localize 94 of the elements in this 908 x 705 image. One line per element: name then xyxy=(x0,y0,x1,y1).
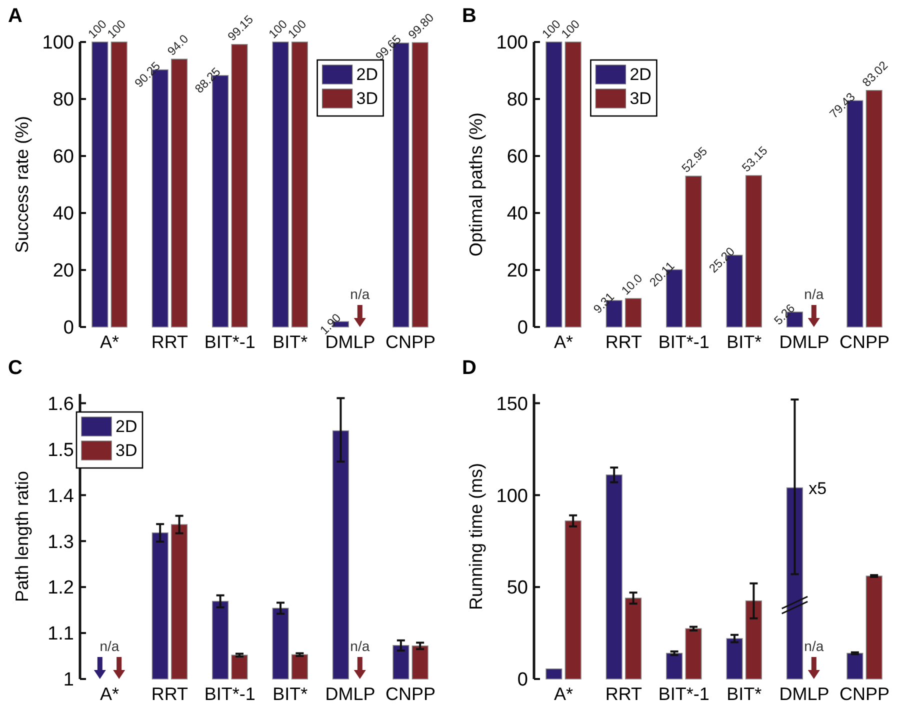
y-tick-label: 60 xyxy=(506,146,528,168)
legend-label: 3D xyxy=(356,89,378,108)
y-tick-label: 1.3 xyxy=(48,532,74,553)
x-tick-label: CNPP xyxy=(385,332,436,352)
y-tick-label: 1 xyxy=(63,670,74,691)
data-label: 5.26 xyxy=(771,301,798,328)
bar xyxy=(685,628,702,680)
bar xyxy=(171,58,188,328)
y-tick-label: 40 xyxy=(506,204,528,225)
y-tick-label: 20 xyxy=(506,260,528,282)
data-label: 9.31 xyxy=(590,289,618,316)
bar xyxy=(564,42,582,328)
y-tick-label: 50 xyxy=(506,578,528,599)
y-axis-title: Path length ratio xyxy=(12,470,32,602)
legend-label: 3D xyxy=(116,441,138,460)
y-tick-label: 0 xyxy=(517,318,528,339)
x-tick-label: BIT* xyxy=(272,332,308,352)
bar xyxy=(564,520,582,680)
bar xyxy=(110,42,128,328)
bar xyxy=(866,90,882,328)
bar xyxy=(546,668,562,680)
y-tick-label: 1.1 xyxy=(48,624,74,645)
annotation: n/a xyxy=(350,638,370,654)
bar xyxy=(685,176,702,328)
y-axis-title: Running time (ms) xyxy=(466,462,486,610)
bar xyxy=(625,298,642,328)
y-tick-label: 0 xyxy=(63,318,74,339)
legend-label: 2D xyxy=(630,65,652,84)
x-tick-label: CNPP xyxy=(385,684,436,704)
bar xyxy=(786,487,803,680)
annotation: n/a xyxy=(804,638,824,654)
x-tick-label: BIT*-1 xyxy=(658,332,710,352)
chart-title: B xyxy=(462,5,476,27)
y-tick-label: 1.2 xyxy=(48,578,74,599)
x-tick-label: RRT xyxy=(605,332,642,352)
y-tick-label: 1.6 xyxy=(48,394,74,415)
x-tick-label: CNPP xyxy=(839,332,890,352)
legend-label: 3D xyxy=(630,89,652,108)
bar xyxy=(412,42,428,328)
bar xyxy=(606,474,622,680)
x-tick-label: DMLP xyxy=(325,684,376,704)
bar xyxy=(846,652,864,680)
data-label: 100 xyxy=(285,16,310,42)
x-tick-label: RRT xyxy=(605,684,642,704)
x-tick-label: DMLP xyxy=(779,332,830,352)
y-tick-label: 1.5 xyxy=(48,440,74,461)
y-tick-label: 20 xyxy=(52,260,74,282)
x-tick-label: RRT xyxy=(151,332,188,352)
x-tick-label: DMLP xyxy=(779,684,830,704)
data-label: 94.0 xyxy=(164,32,192,58)
annotation: n/a xyxy=(804,286,824,302)
y-tick-label: 1.4 xyxy=(48,486,74,507)
y-tick-label: 100 xyxy=(42,32,74,54)
bar xyxy=(231,44,248,328)
y-tick-label: 40 xyxy=(52,204,74,225)
y-axis-title: Optimal paths (%) xyxy=(466,112,486,257)
bar xyxy=(546,42,562,328)
x-tick-label: A* xyxy=(554,684,574,704)
bar xyxy=(272,42,289,328)
chart-title: C xyxy=(8,357,22,379)
bar xyxy=(666,652,683,680)
x-tick-label: A* xyxy=(100,332,120,352)
x-tick-label: A* xyxy=(100,684,120,704)
bar xyxy=(745,175,762,328)
y-tick-label: 80 xyxy=(506,90,528,111)
bar xyxy=(866,576,882,680)
annotation: x5 xyxy=(808,478,827,498)
y-tick-label: 80 xyxy=(52,90,74,111)
bar xyxy=(745,600,762,680)
x-tick-label: BIT* xyxy=(726,684,762,704)
chart-title: A xyxy=(8,5,22,27)
bar xyxy=(726,638,743,680)
y-tick-label: 150 xyxy=(496,394,528,415)
x-tick-label: BIT*-1 xyxy=(658,684,710,704)
bar xyxy=(291,42,308,328)
legend-label: 2D xyxy=(356,65,378,84)
bar xyxy=(92,42,108,328)
annotation: n/a xyxy=(350,286,370,302)
y-tick-label: 60 xyxy=(52,146,74,168)
annotation: n/a xyxy=(100,638,120,654)
x-tick-label: BIT*-1 xyxy=(204,684,256,704)
x-tick-label: BIT* xyxy=(272,684,308,704)
x-tick-label: A* xyxy=(554,332,574,352)
y-tick-label: 100 xyxy=(496,32,528,54)
legend-label: 2D xyxy=(116,417,138,436)
x-tick-label: BIT*-1 xyxy=(204,332,256,352)
x-tick-label: RRT xyxy=(151,684,188,704)
x-tick-label: BIT* xyxy=(726,332,762,352)
y-axis-title: Success rate (%) xyxy=(12,116,32,254)
x-tick-label: CNPP xyxy=(839,684,890,704)
chart-title: D xyxy=(462,357,476,379)
y-tick-label: 0 xyxy=(517,670,528,691)
bar xyxy=(625,598,642,680)
y-tick-label: 100 xyxy=(496,486,528,507)
